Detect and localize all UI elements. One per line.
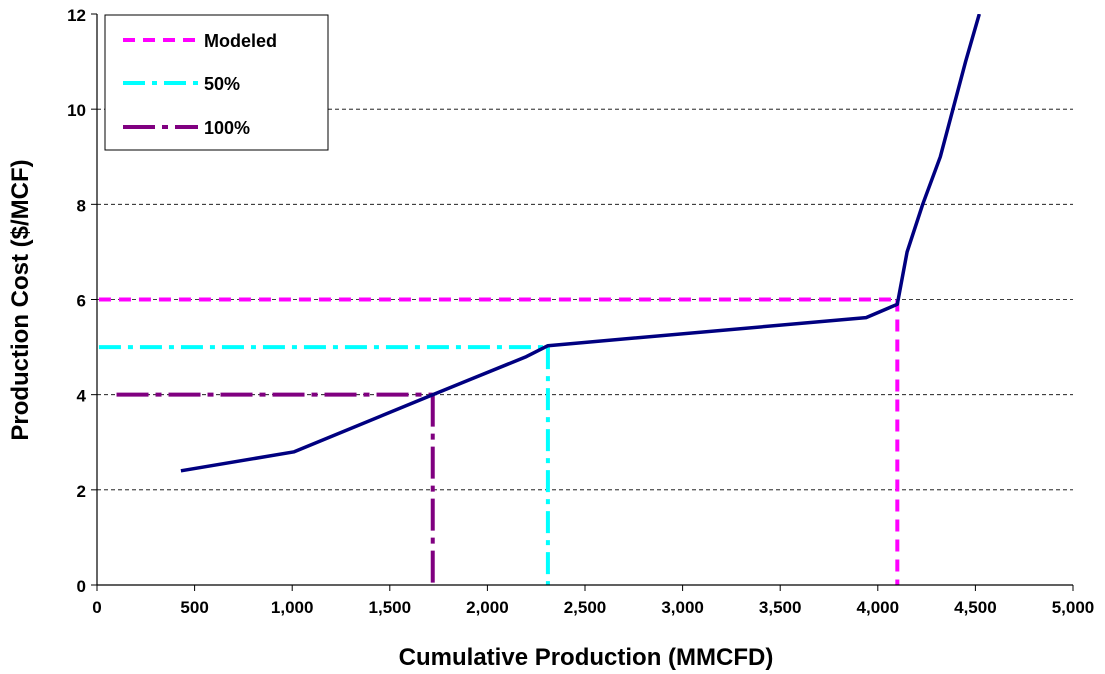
x-tick-label: 5,000 <box>1052 598 1095 617</box>
reference-series-2 <box>98 345 550 585</box>
x-axis-title: Cumulative Production (MMCFD) <box>399 644 774 671</box>
legend-item: 100% <box>123 118 250 138</box>
legend: Modeled 50% 100% <box>104 14 329 151</box>
legend-label: 50% <box>204 74 240 94</box>
x-tick-label: 2,000 <box>466 598 509 617</box>
x-tick-label: 1,500 <box>369 598 412 617</box>
y-tick-label: 8 <box>77 196 86 215</box>
x-tick-label: 4,000 <box>857 598 900 617</box>
x-tick-label: 3,000 <box>661 598 704 617</box>
x-tick-label: 0 <box>92 598 101 617</box>
y-tick-label: 12 <box>67 6 86 25</box>
axes <box>91 13 1074 591</box>
y-tick-label: 10 <box>67 101 86 120</box>
y-tick-labels: 0 2 4 6 8 10 12 <box>67 6 86 596</box>
x-tick-label: 500 <box>180 598 208 617</box>
legend-item: 50% <box>123 74 240 94</box>
y-tick-label: 2 <box>77 482 86 501</box>
y-tick-label: 4 <box>77 387 87 406</box>
x-tick-label: 4,500 <box>954 598 997 617</box>
x-tick-label: 2,500 <box>564 598 607 617</box>
x-tick-label: 1,000 <box>271 598 314 617</box>
y-tick-label: 0 <box>77 577 86 596</box>
supply-curve-line <box>180 14 981 473</box>
legend-label: 100% <box>204 118 250 138</box>
reference-series-3 <box>116 392 435 585</box>
reference-series-1 <box>98 297 900 585</box>
x-tick-label: 3,500 <box>759 598 802 617</box>
legend-label: Modeled <box>204 31 277 51</box>
reference-lines <box>98 297 900 585</box>
y-axis-title: Production Cost ($/MCF) <box>7 159 34 440</box>
x-tick-labels: 0 500 1,000 1,500 2,000 2,500 3,000 3,500 4,000 4… <box>92 598 1094 617</box>
y-tick-label: 6 <box>77 292 86 311</box>
legend-item: Modeled <box>123 31 277 51</box>
supply-curve-group <box>180 14 981 473</box>
